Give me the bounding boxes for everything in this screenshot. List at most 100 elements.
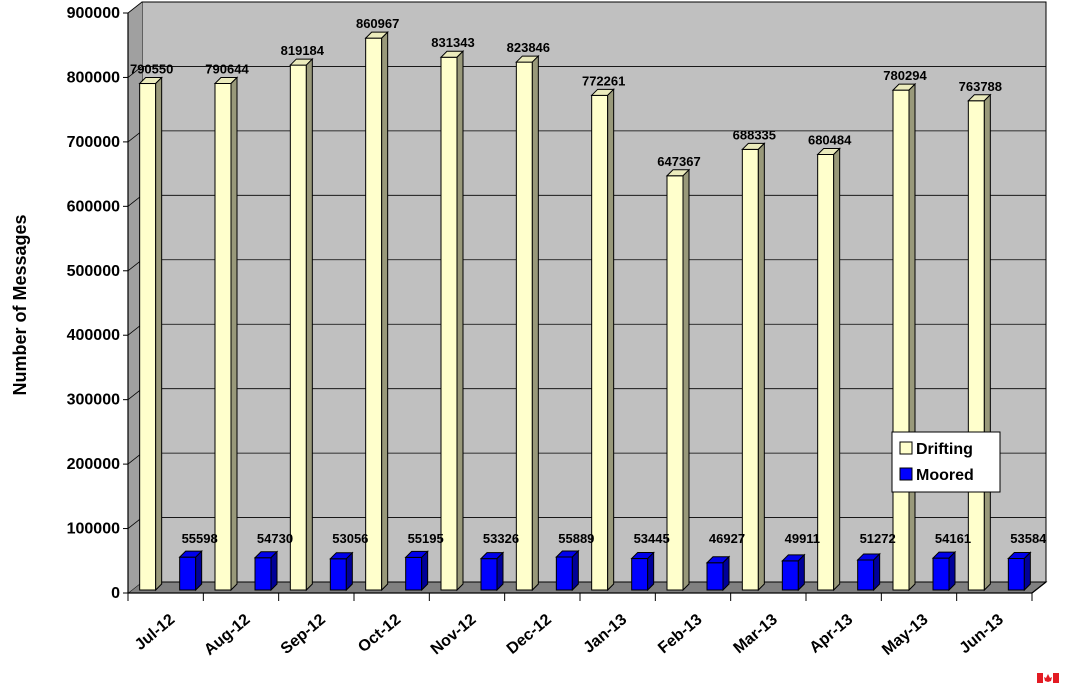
data-label-moored: 55889 [558, 531, 594, 546]
bar-moored-side [571, 549, 579, 592]
bars [138, 30, 1032, 592]
bar-drifting-side [155, 76, 163, 592]
bar-moored-side [345, 551, 353, 592]
data-label-drifting: 772261 [582, 73, 625, 88]
data-label-moored: 55195 [408, 531, 444, 546]
bar-moored-side [421, 550, 429, 592]
side-wall [128, 2, 142, 593]
bar-moored-side [195, 549, 203, 592]
data-label-moored: 49911 [785, 531, 820, 546]
bar-drifting-front [515, 61, 533, 591]
data-label-drifting: 763788 [959, 79, 1002, 94]
bar-drifting-side [908, 82, 916, 592]
bar-moored-front [480, 558, 498, 591]
y-tick-label: 400000 [67, 327, 120, 344]
bar-drifting-front [214, 82, 232, 591]
bar-drifting [213, 76, 239, 592]
bar-drifting-side [531, 54, 539, 592]
data-label-drifting: 860967 [356, 16, 399, 31]
data-label-drifting: 831343 [431, 35, 474, 50]
bar-moored-side [496, 551, 504, 592]
bar-drifting [891, 82, 917, 592]
data-label-moored: 54730 [257, 531, 293, 546]
bar-moored-front [329, 558, 347, 591]
bar-moored [630, 551, 655, 592]
bar-moored [1007, 551, 1032, 592]
bar-moored [178, 549, 203, 592]
data-label-drifting: 819184 [281, 43, 325, 58]
gridline-diag [127, 66, 143, 78]
x-tick-label: Dec-12 [504, 611, 555, 658]
data-label-moored: 55598 [182, 531, 218, 546]
bar-moored [479, 551, 505, 592]
bar-drifting-front [892, 89, 910, 591]
data-label-drifting: 790550 [130, 62, 173, 77]
data-label-moored: 53445 [634, 531, 670, 546]
x-tick-label: Nov-12 [428, 611, 480, 658]
bar-moored-side [722, 555, 730, 592]
bar-drifting [364, 30, 389, 592]
bar-moored-side [1023, 551, 1031, 592]
x-tick-label: Sep-12 [278, 611, 329, 658]
y-tick-label: 300000 [67, 392, 120, 409]
y-tick-label: 800000 [67, 69, 120, 86]
y-tick-label: 700000 [67, 134, 120, 151]
bar-moored-front [781, 560, 799, 591]
bar-moored-front [179, 556, 197, 591]
y-axis-title: Number of Messages [10, 214, 30, 395]
bar-drifting [289, 57, 314, 592]
canada-flag-icon [1037, 673, 1059, 683]
bar-drifting-front [591, 94, 609, 591]
bar-drifting-side [682, 168, 690, 592]
bar-drifting [138, 76, 163, 592]
data-label-moored: 53326 [483, 531, 519, 546]
bar-moored [705, 555, 731, 592]
bar-moored-front [857, 559, 875, 591]
bar-drifting [967, 93, 992, 592]
bar-moored [856, 552, 881, 592]
y-tick-label: 600000 [67, 198, 120, 215]
bar-drifting [816, 147, 841, 592]
bar-drifting-front [741, 148, 759, 591]
bar-drifting-front [365, 37, 383, 591]
bar-moored [404, 550, 429, 592]
bar-drifting [590, 88, 615, 592]
bar-moored-front [555, 556, 573, 591]
data-label-drifting: 647367 [657, 154, 700, 169]
bar-moored-front [932, 557, 950, 591]
bar-moored [253, 550, 279, 592]
bar-drifting [515, 54, 540, 592]
x-tick-label: Jan-13 [580, 611, 630, 657]
data-label-drifting: 688335 [733, 127, 776, 142]
bar-moored-front [631, 558, 649, 591]
x-tick-label: Jun-13 [956, 611, 1007, 657]
bar-drifting-side [230, 76, 238, 592]
data-label-moored: 46927 [709, 531, 745, 546]
bar-drifting-front [967, 100, 985, 591]
bar-moored-front [405, 556, 423, 591]
y-tick-label: 100000 [67, 521, 120, 538]
y-tick-label: 500000 [67, 263, 120, 280]
data-label-moored: 54161 [935, 531, 971, 546]
x-tick-label: Oct-12 [355, 611, 404, 656]
bar-drifting [439, 50, 465, 592]
legend-label: Moored [916, 467, 974, 484]
bar-drifting-side [607, 88, 615, 592]
bar-moored [555, 549, 580, 592]
legend: Drifting Moored [891, 431, 1001, 493]
bar-moored [931, 550, 957, 592]
bar-drifting-side [381, 30, 389, 592]
bar-moored-side [873, 552, 881, 592]
bar-moored-side [797, 553, 805, 592]
bar-drifting-side [757, 142, 765, 592]
x-tick-label: Jul-12 [132, 611, 178, 654]
bar-drifting-front [440, 56, 458, 591]
data-label-moored: 53056 [332, 531, 368, 546]
bar-moored-side [948, 550, 956, 592]
data-label-moored: 53584 [1010, 531, 1047, 546]
bar-moored [781, 553, 806, 592]
bar-drifting-front [666, 175, 684, 591]
data-labels: 790550 55598 790644 54730 819184 53056 860967 5… [130, 16, 1047, 546]
bar-drifting-front [139, 83, 157, 591]
